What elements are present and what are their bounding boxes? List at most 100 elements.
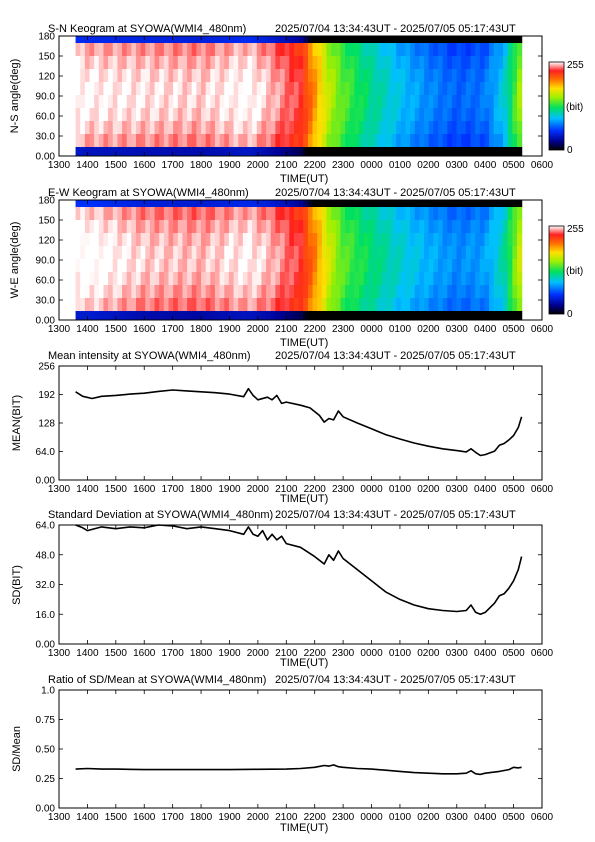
keogram-cell — [89, 207, 95, 221]
keogram-cell — [465, 207, 472, 221]
keogram-cell — [414, 43, 421, 57]
keogram-horizon-top — [210, 36, 216, 43]
keogram-cell — [163, 233, 170, 247]
keogram-cell — [507, 108, 513, 122]
keogram-cell — [280, 259, 286, 273]
keogram-cell — [419, 82, 425, 96]
keogram-cell — [489, 259, 495, 273]
keogram-cell — [275, 272, 281, 286]
keogram-cell — [493, 298, 500, 312]
keogram-horizon-top — [516, 200, 523, 207]
keogram-cell — [345, 207, 351, 221]
keogram-cell — [112, 56, 118, 70]
keogram-horizon-bottom — [368, 311, 374, 320]
keogram-horizon-top — [489, 36, 495, 43]
keogram-horizon-top — [419, 200, 425, 207]
x-tick-label: 1600 — [133, 324, 156, 335]
keogram-cell — [345, 69, 351, 83]
keogram-cell — [335, 220, 342, 234]
keogram-cell — [75, 43, 81, 57]
keogram-cell — [117, 259, 123, 273]
keogram-cell — [442, 134, 448, 148]
keogram-cell — [372, 298, 379, 312]
keogram-cell — [94, 121, 100, 135]
keogram-cell — [461, 56, 467, 70]
keogram-cell — [122, 246, 128, 260]
keogram-cell — [145, 233, 151, 247]
keogram-cell — [173, 246, 179, 260]
keogram-cell — [191, 134, 197, 148]
keogram-cell — [405, 259, 411, 273]
keogram-cell — [433, 220, 439, 234]
keogram-cell — [210, 233, 216, 247]
keogram-cell — [377, 95, 383, 109]
keogram-cell — [321, 82, 328, 96]
keogram-horizon-bottom — [89, 147, 95, 156]
keogram-cell — [377, 246, 383, 260]
keogram-cell — [224, 246, 230, 260]
keogram-horizon-top — [266, 36, 272, 43]
keogram-cell — [233, 43, 239, 57]
keogram-cell — [354, 246, 360, 260]
keogram-cell — [419, 56, 425, 70]
keogram-cell — [154, 69, 160, 83]
keogram-cell — [372, 95, 379, 109]
keogram-cell — [94, 43, 100, 57]
keogram-cell — [331, 233, 337, 247]
x-tick-label: 1400 — [76, 648, 99, 659]
keogram-cell — [154, 246, 160, 260]
keogram-cell — [307, 134, 314, 148]
keogram-cell — [196, 259, 202, 273]
keogram-cell — [177, 207, 184, 221]
keogram-cell — [382, 259, 388, 273]
keogram-cell — [242, 69, 249, 83]
keogram-horizon-bottom — [312, 147, 318, 156]
keogram-cell — [326, 121, 332, 135]
keogram-horizon-top — [326, 200, 332, 207]
keogram-cell — [312, 43, 318, 57]
keogram-cell — [354, 108, 360, 122]
keogram-cell — [149, 259, 156, 273]
keogram-cell — [382, 95, 388, 109]
keogram-cell — [512, 108, 518, 122]
keogram-cell — [307, 298, 314, 312]
keogram-cell — [382, 298, 388, 312]
keogram-cell — [419, 272, 425, 286]
keogram-cell — [289, 69, 295, 83]
keogram-cell — [419, 69, 425, 83]
keogram-cell — [98, 246, 105, 260]
keogram-cell — [368, 285, 374, 299]
x-tick-label: 2000 — [247, 160, 270, 171]
keogram-horizon-bottom — [396, 311, 402, 320]
keogram-cell — [447, 285, 453, 299]
keogram-cell — [89, 259, 95, 273]
keogram-cell — [84, 134, 91, 148]
keogram-cell — [103, 207, 109, 221]
keogram-cell — [284, 259, 290, 273]
keogram-cell — [372, 121, 379, 135]
keogram-cell — [122, 259, 128, 273]
keogram-cell — [201, 95, 207, 109]
y-tick-label: 192 — [38, 390, 55, 401]
keogram-cell — [275, 285, 281, 299]
keogram-cell — [103, 108, 109, 122]
keogram-cell — [159, 82, 165, 96]
x-tick-label: 0500 — [502, 324, 525, 335]
keogram-cell — [326, 207, 332, 221]
keogram-horizon-top — [354, 36, 360, 43]
keogram-cell — [391, 220, 397, 234]
keogram-cell — [214, 108, 221, 122]
keogram-cell — [122, 82, 128, 96]
keogram-cell — [84, 220, 91, 234]
keogram-cell — [112, 220, 118, 234]
keogram-horizon-top — [145, 200, 151, 207]
keogram-cell — [405, 207, 411, 221]
keogram-cell — [280, 298, 286, 312]
keogram-cell — [326, 43, 332, 57]
keogram-cell — [84, 82, 91, 96]
keogram-horizon-top — [252, 36, 258, 43]
keogram-cell — [135, 246, 142, 260]
keogram-cell — [75, 298, 81, 312]
keogram-cell — [149, 246, 156, 260]
keogram-cell — [122, 220, 128, 234]
